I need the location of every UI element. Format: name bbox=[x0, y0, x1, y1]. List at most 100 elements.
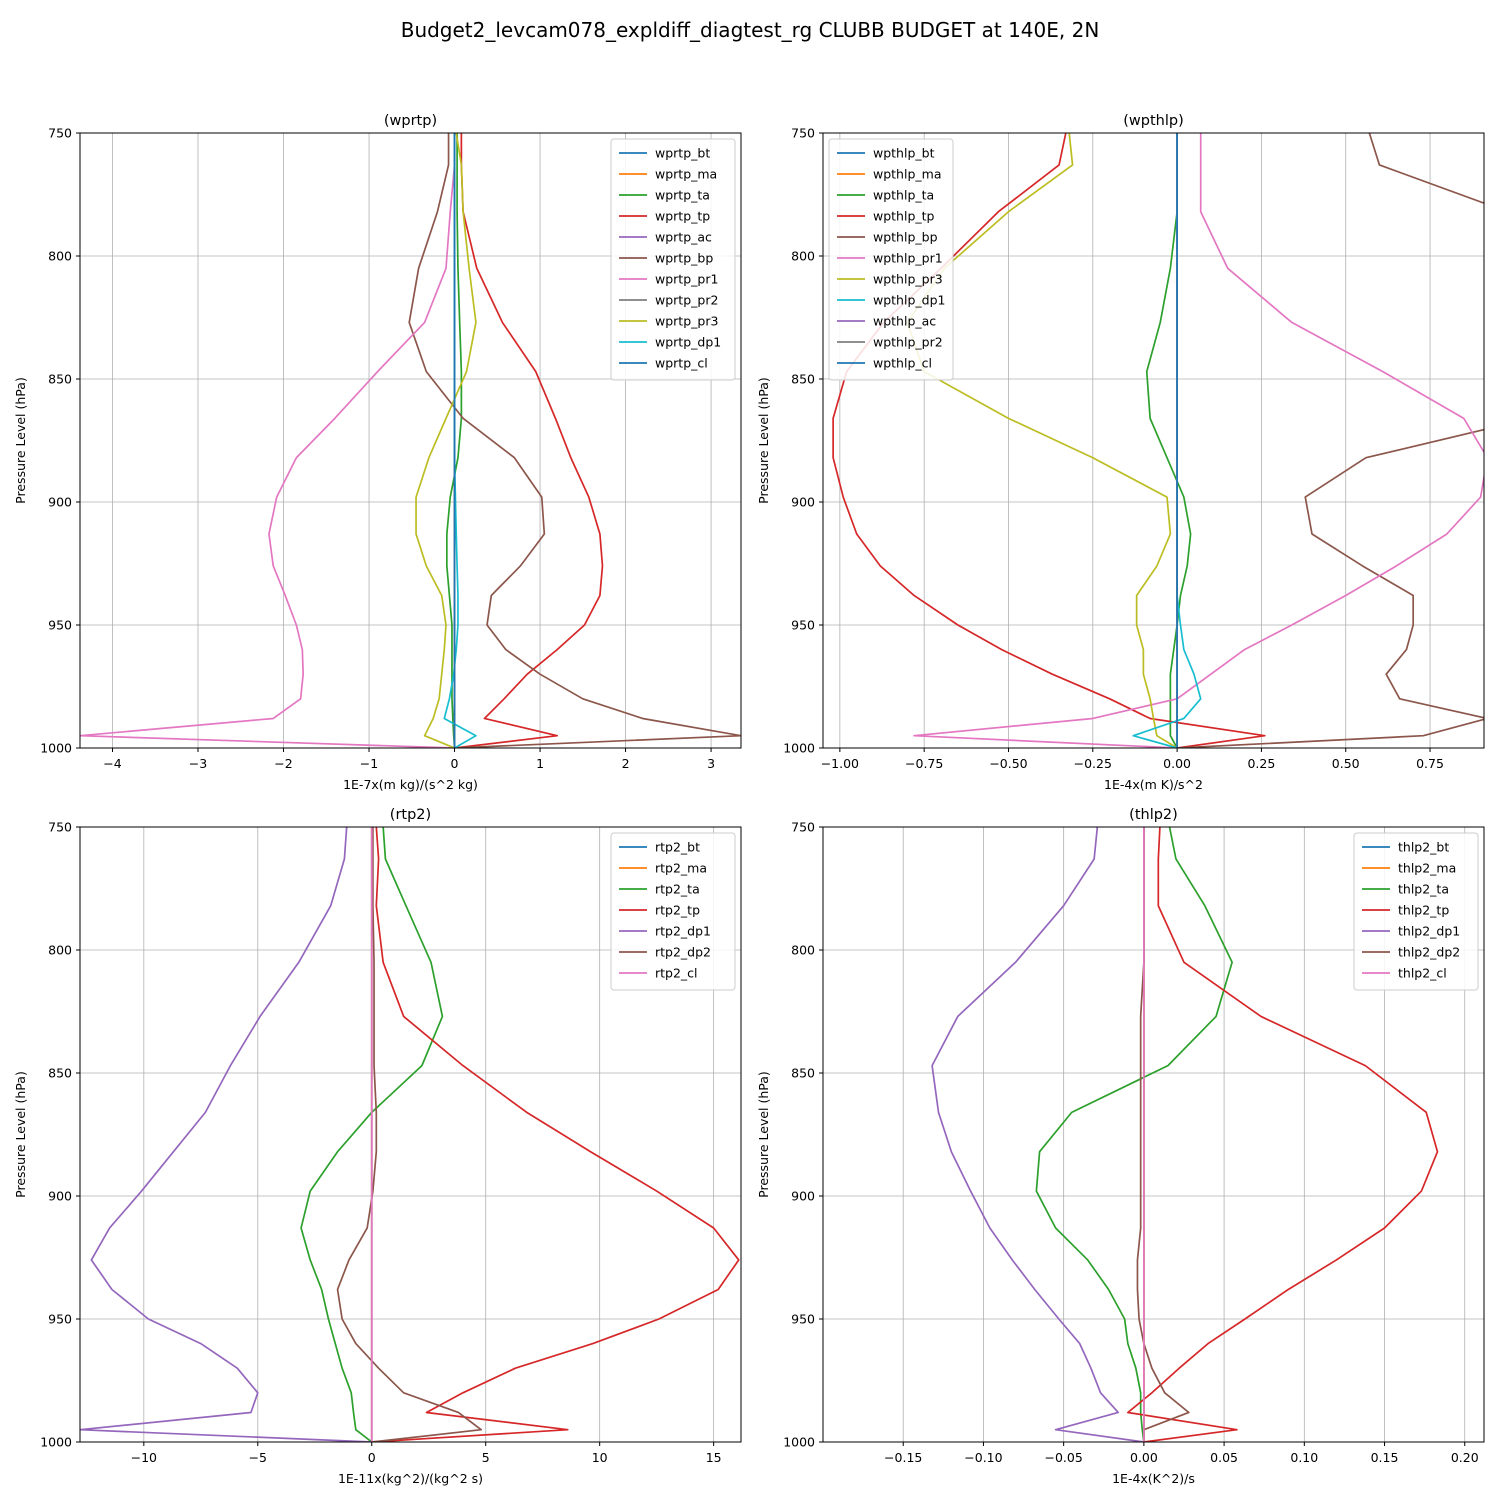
x-axis-label: 1E-7x(m kg)/(s^2 kg) bbox=[343, 777, 478, 792]
series-line-rtp2_dp2 bbox=[336, 827, 483, 1442]
x-tick-label: 0.10 bbox=[1290, 1450, 1318, 1465]
legend-entry: wpthlp_ac bbox=[873, 314, 936, 329]
series-line-thlp2_ta bbox=[1035, 827, 1233, 1442]
y-tick-label: 750 bbox=[48, 126, 72, 141]
legend-entry: rtp2_dp2 bbox=[655, 945, 711, 960]
x-tick-label: 10 bbox=[592, 1450, 608, 1465]
legend: rtp2_bt rtp2_ma rtp2_ta rtp2_tp rtp2_dp1 rtp2… bbox=[610, 832, 736, 991]
panel-title: (wprtp) bbox=[384, 113, 437, 129]
x-tick-label: −0.50 bbox=[989, 756, 1027, 771]
chart-panel-rtp2: −10 −5 0 5 10 15 750 800 850 900 950 1000 (rtp2) 1E-1… bbox=[13, 807, 742, 1486]
y-tick-label: 950 bbox=[48, 618, 72, 633]
axes-frame bbox=[79, 826, 742, 1443]
x-tick-label: −1 bbox=[360, 756, 378, 771]
legend-entry: wpthlp_pr1 bbox=[873, 251, 943, 266]
y-tick-label: 800 bbox=[48, 249, 72, 264]
x-tick-label: −5 bbox=[249, 1450, 267, 1465]
legend-entry: rtp2_dp1 bbox=[655, 924, 711, 939]
legend-entry: thlp2_dp2 bbox=[1398, 945, 1460, 960]
legend-entry: wprtp_dp1 bbox=[655, 335, 721, 350]
x-tick-label: 2 bbox=[622, 756, 630, 771]
x-tick-label: −0.05 bbox=[1044, 1450, 1082, 1465]
legend: wprtp_bt wprtp_ma wprtp_ta wprtp_tp wprtp_ac… bbox=[610, 138, 736, 381]
legend-entry: thlp2_bt bbox=[1398, 840, 1449, 855]
x-axis-label: 1E-4x(m K)/s^2 bbox=[1104, 777, 1203, 792]
legend-entry: wprtp_tp bbox=[655, 209, 710, 224]
series-line-rtp2_dp1 bbox=[80, 827, 372, 1442]
figure-title: Budget2_levcam078_expldiff_diagtest_rg C… bbox=[401, 18, 1100, 42]
y-tick-label: 800 bbox=[48, 943, 72, 958]
y-tick-label: 900 bbox=[791, 1189, 815, 1204]
series-line-wprtp_tp bbox=[454, 133, 604, 748]
axes-frame bbox=[822, 826, 1485, 1443]
x-tick-label: −0.15 bbox=[884, 1450, 922, 1465]
y-tick-label: 850 bbox=[48, 1066, 72, 1081]
x-tick-label: −3 bbox=[189, 756, 207, 771]
x-tick-label: 0.00 bbox=[1163, 756, 1191, 771]
y-tick-label: 950 bbox=[791, 618, 815, 633]
y-tick-label: 850 bbox=[48, 372, 72, 387]
legend-entry: wprtp_cl bbox=[655, 356, 708, 371]
legend-entry: wpthlp_tp bbox=[873, 209, 935, 224]
legend-entry: wpthlp_cl bbox=[873, 356, 932, 371]
y-tick-label: 850 bbox=[791, 372, 815, 387]
series-line-wpthlp_ta bbox=[1145, 133, 1192, 748]
legend-entry: rtp2_bt bbox=[655, 840, 700, 855]
series-line-wprtp_ta bbox=[445, 133, 463, 748]
axes-frame bbox=[79, 132, 742, 749]
series-line-wprtp_bp bbox=[408, 133, 741, 748]
legend-box bbox=[610, 138, 736, 381]
series-group bbox=[80, 133, 741, 748]
x-tick-label: 0.50 bbox=[1332, 756, 1360, 771]
legend: thlp2_bt thlp2_ma thlp2_ta thlp2_tp thlp2_dp… bbox=[1353, 832, 1479, 991]
x-axis-label: 1E-11x(kg^2)/(kg^2 s) bbox=[338, 1471, 483, 1486]
legend-entry: wpthlp_ta bbox=[873, 188, 934, 203]
y-tick-label: 850 bbox=[791, 1066, 815, 1081]
y-tick-label: 750 bbox=[48, 820, 72, 835]
legend-entry: thlp2_cl bbox=[1398, 966, 1447, 981]
legend-entry: wprtp_ac bbox=[655, 230, 712, 245]
x-tick-label: −1.00 bbox=[821, 756, 859, 771]
x-tick-label: 0.20 bbox=[1451, 1450, 1479, 1465]
y-tick-label: 1000 bbox=[40, 1435, 72, 1450]
y-tick-label: 1000 bbox=[783, 1435, 815, 1450]
x-tick-label: 3 bbox=[707, 756, 715, 771]
y-tick-label: 1000 bbox=[783, 741, 815, 756]
chart-panel-thlp2: −0.15 −0.10 −0.05 0.00 0.05 0.10 0.15 0.20 750 80… bbox=[756, 807, 1485, 1486]
series-line-wpthlp_bp bbox=[1177, 133, 1484, 748]
x-tick-label: 0 bbox=[368, 1450, 376, 1465]
legend-entry: wprtp_bt bbox=[655, 146, 710, 161]
x-axis-label: 1E-4x(K^2)/s bbox=[1112, 1471, 1195, 1486]
y-tick-label: 950 bbox=[48, 1312, 72, 1327]
legend-box bbox=[610, 832, 736, 991]
y-axis-label: Pressure Level (hPa) bbox=[756, 377, 771, 504]
legend-entry: wprtp_pr2 bbox=[655, 293, 718, 308]
legend-entry: thlp2_dp1 bbox=[1398, 924, 1460, 939]
x-tick-label: −10 bbox=[131, 1450, 157, 1465]
legend-entry: thlp2_ma bbox=[1398, 861, 1456, 876]
x-tick-label: 0.15 bbox=[1371, 1450, 1399, 1465]
x-tick-label: 0 bbox=[451, 756, 459, 771]
y-axis-label: Pressure Level (hPa) bbox=[756, 1071, 771, 1198]
legend-entry: wpthlp_dp1 bbox=[873, 293, 945, 308]
legend-entry: rtp2_tp bbox=[655, 903, 700, 918]
x-tick-label: 0.00 bbox=[1130, 1450, 1158, 1465]
series-line-thlp2_dp1 bbox=[931, 827, 1144, 1442]
legend-entry: thlp2_tp bbox=[1398, 903, 1449, 918]
x-tick-label: −2 bbox=[274, 756, 292, 771]
y-axis-label: Pressure Level (hPa) bbox=[13, 1071, 28, 1198]
series-line-wprtp_pr3 bbox=[415, 133, 477, 748]
legend-entry: rtp2_ma bbox=[655, 861, 707, 876]
y-tick-label: 1000 bbox=[40, 741, 72, 756]
legend-entry: wprtp_ta bbox=[655, 188, 710, 203]
legend-entry: wpthlp_ma bbox=[873, 167, 941, 182]
legend-entry: wprtp_pr3 bbox=[655, 314, 718, 329]
x-tick-label: 0.25 bbox=[1247, 756, 1275, 771]
series-group bbox=[931, 827, 1439, 1442]
y-axis-label: Pressure Level (hPa) bbox=[13, 377, 28, 504]
x-tick-label: −4 bbox=[103, 756, 121, 771]
series-line-thlp2_tp bbox=[1126, 827, 1439, 1442]
x-tick-label: −0.75 bbox=[905, 756, 943, 771]
legend-box bbox=[1353, 832, 1479, 991]
legend-entry: wpthlp_pr2 bbox=[873, 335, 943, 350]
